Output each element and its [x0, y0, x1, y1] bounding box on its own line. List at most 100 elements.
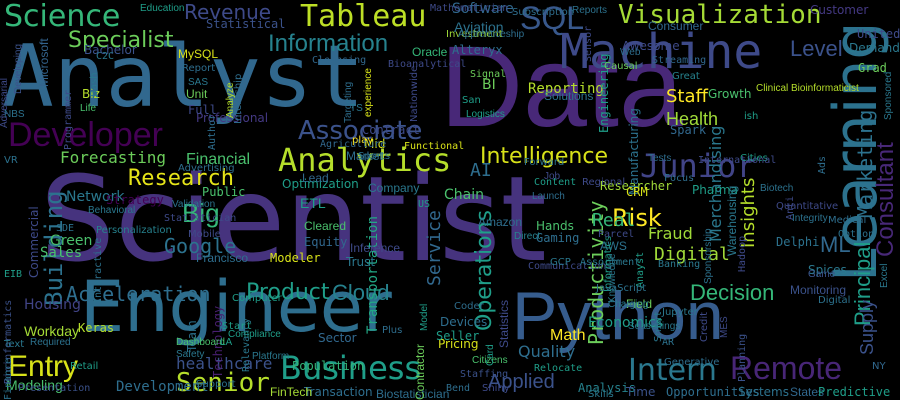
word-cloud-word: Research — [128, 166, 234, 191]
word-cloud-word: Microsoft — [37, 38, 51, 87]
word-cloud-word: Optimization — [282, 177, 359, 191]
word-cloud-word: Analytics — [278, 141, 452, 179]
word-cloud-word: Junior — [640, 147, 756, 185]
word-cloud-word: Personalization — [96, 225, 172, 236]
word-cloud-word: Plus — [382, 325, 403, 336]
word-cloud-word: Signal — [470, 69, 507, 80]
word-cloud-word: Demand — [849, 41, 900, 55]
word-cloud-word: Machine — [560, 24, 763, 80]
word-cloud-word: Job — [544, 171, 561, 182]
word-cloud-word: Keras — [78, 321, 115, 335]
word-cloud-word: Excel — [879, 263, 890, 288]
word-cloud-word: Option — [838, 229, 875, 240]
word-cloud-word: Specialist — [68, 28, 174, 53]
word-cloud-word: Manufacturing — [627, 108, 641, 195]
word-cloud-word: Researcher — [600, 179, 673, 193]
word-cloud-word: Trust — [346, 255, 376, 269]
word-cloud-word: VR — [4, 155, 18, 166]
word-cloud-word: Skills — [588, 389, 614, 400]
word-cloud-word: Credit — [699, 311, 710, 342]
word-cloud-word: Author — [207, 113, 218, 150]
word-cloud-word: Jupyter — [662, 307, 698, 318]
word-cloud-word: Sales — [40, 245, 83, 261]
word-cloud-word: Tableau — [300, 0, 427, 34]
word-cloud-word: Statistical — [206, 17, 286, 31]
word-cloud-word: Compliance — [228, 329, 281, 340]
word-cloud-word: Planning — [737, 333, 748, 382]
word-cloud-word: Education — [140, 3, 185, 14]
word-cloud-word: Pricing — [438, 337, 479, 351]
word-cloud-word: Bachelor — [84, 43, 137, 57]
word-cloud-word: Housing — [24, 297, 81, 313]
word-cloud-word: Strategy — [106, 193, 164, 207]
word-cloud-word: San — [462, 95, 481, 106]
word-cloud-word: Finance — [3, 357, 14, 400]
word-cloud-word: Biostatistician — [376, 387, 450, 400]
word-cloud-word: SDE — [56, 223, 75, 234]
word-cloud-word: Applied — [488, 371, 555, 393]
word-cloud-word: Customer — [810, 3, 869, 17]
word-cloud-word: Company — [368, 181, 420, 195]
word-cloud-word: Bash — [89, 72, 100, 97]
word-cloud-word: Biz — [82, 87, 100, 101]
word-cloud-word: Software — [452, 1, 514, 17]
word-cloud-word: Developer — [8, 116, 163, 154]
word-cloud-word: Text — [4, 339, 25, 350]
word-cloud-word: GCP — [550, 257, 571, 268]
word-cloud-word: Risk — [612, 204, 662, 232]
word-cloud-word: Biotech — [760, 183, 794, 194]
word-cloud-word: Data — [440, 23, 683, 151]
word-cloud-word: Hadoop — [737, 235, 748, 272]
word-cloud-word: Causal — [604, 61, 638, 72]
word-cloud-word: Public — [202, 185, 246, 199]
word-cloud-word: Sports — [358, 151, 391, 162]
word-cloud-word: AR — [662, 337, 675, 348]
word-cloud-word: MySQL — [178, 47, 219, 61]
word-cloud-word: Field — [626, 297, 653, 311]
word-cloud-word: Functional — [404, 141, 465, 152]
word-cloud-word: Time — [626, 385, 656, 399]
word-cloud-word: Alteryx — [452, 43, 503, 57]
word-cloud-word: TS — [350, 103, 363, 114]
word-cloud-word: Start — [222, 321, 253, 332]
word-cloud-word: Modeling — [6, 377, 63, 393]
word-cloud-word: Francisco — [196, 251, 249, 265]
word-cloud-word: Seller — [436, 329, 480, 343]
word-cloud-word: Math — [550, 327, 586, 344]
word-cloud-word: Focus — [664, 173, 695, 184]
word-cloud-word: Report — [182, 63, 216, 74]
word-cloud-word: SQL — [520, 0, 585, 36]
word-cloud-word: Statistics — [497, 299, 511, 348]
word-cloud-word: Programmer — [63, 89, 74, 150]
word-cloud-word: Required — [30, 337, 71, 348]
word-cloud-word: Professional — [196, 111, 269, 125]
word-cloud-word: Behavioral — [88, 205, 136, 216]
word-cloud-word: Charging — [608, 299, 649, 310]
word-cloud-word: Workday — [24, 323, 79, 339]
word-cloud-word: Contractor — [413, 343, 427, 400]
word-cloud-word: US — [418, 199, 431, 210]
word-cloud-word: BI — [482, 77, 496, 93]
word-cloud-word: Spices — [808, 263, 847, 277]
word-cloud-word: Internship — [233, 73, 244, 124]
word-cloud-word: Developing — [13, 43, 24, 94]
word-cloud-word: Product — [246, 280, 330, 305]
word-cloud-word: Cities — [740, 153, 768, 164]
word-cloud-word: Agriculture — [320, 139, 387, 150]
word-cloud-word: Clinical Bioinformaticist — [756, 83, 859, 94]
word-cloud-word: Cleansing — [312, 55, 367, 66]
word-cloud-word: Forecasting — [60, 148, 166, 167]
word-cloud-word: Contract — [362, 123, 420, 137]
word-cloud-word: AWS — [600, 239, 627, 253]
word-cloud-word: Financial — [186, 151, 251, 168]
word-cloud-word: Platform — [252, 351, 290, 362]
word-cloud-word: MES — [719, 316, 730, 338]
word-cloud-word: Fraud — [648, 224, 693, 243]
word-cloud-word: Citizens — [472, 355, 508, 366]
word-cloud-word: Coder — [454, 301, 484, 312]
word-cloud-word: Entry — [8, 350, 79, 383]
word-cloud-word: Logistics — [466, 109, 505, 120]
word-cloud-word: healthcare — [176, 354, 273, 373]
word-cloud-word: Senior — [176, 368, 270, 398]
word-cloud-word: Google — [164, 234, 237, 258]
